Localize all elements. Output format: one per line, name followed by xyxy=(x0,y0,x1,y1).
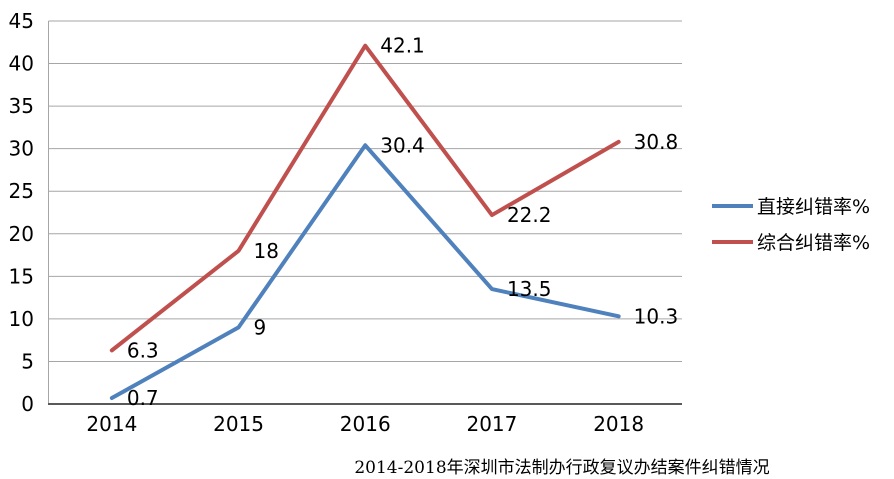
data-label: 0.7 xyxy=(127,386,159,410)
y-tick-label: 35 xyxy=(9,94,34,118)
x-tick-label: 2014 xyxy=(86,412,137,436)
data-label: 18 xyxy=(254,239,279,263)
y-tick-label: 30 xyxy=(9,137,34,161)
y-tick-label: 5 xyxy=(21,349,34,373)
chart-title: 2014-2018年深圳市法制办行政复议办结案件纠错情况 xyxy=(354,458,770,478)
data-label: 22.2 xyxy=(507,203,552,227)
y-tick-label: 15 xyxy=(9,264,34,288)
y-tick-label: 45 xyxy=(9,9,34,33)
data-label: 42.1 xyxy=(380,34,425,58)
y-tick-label: 25 xyxy=(9,179,34,203)
x-tick-label: 2018 xyxy=(593,412,644,436)
data-label: 10.3 xyxy=(634,304,679,328)
data-label: 9 xyxy=(254,315,267,339)
y-tick-label: 10 xyxy=(9,307,34,331)
data-label: 30.4 xyxy=(380,133,425,157)
series-line-1 xyxy=(109,43,621,353)
legend-item-0: 直接纠错率% xyxy=(712,196,870,218)
x-tick-label: 2015 xyxy=(213,412,264,436)
data-label: 6.3 xyxy=(127,338,159,362)
y-tick-label: 0 xyxy=(21,392,34,416)
x-tick-label: 2016 xyxy=(340,412,391,436)
legend-label: 直接纠错率% xyxy=(757,196,870,218)
series-line-0 xyxy=(109,143,621,401)
legend-label: 综合纠错率% xyxy=(757,232,870,254)
y-tick-label: 20 xyxy=(9,222,34,246)
data-label: 13.5 xyxy=(507,277,552,301)
data-label: 30.8 xyxy=(634,130,679,154)
y-tick-label: 40 xyxy=(9,52,34,76)
legend-item-1: 综合纠错率% xyxy=(712,232,870,254)
x-tick-label: 2017 xyxy=(466,412,517,436)
